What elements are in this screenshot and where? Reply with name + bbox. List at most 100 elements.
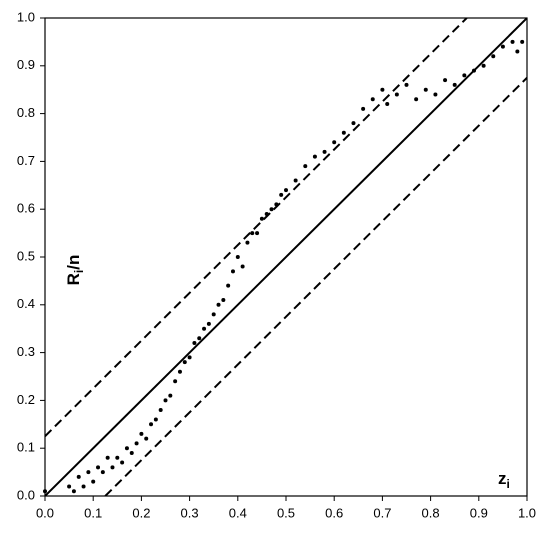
point [303, 164, 308, 169]
diagonal-line [45, 18, 527, 496]
y-axis-title-part: /n [64, 255, 83, 270]
point [520, 39, 525, 44]
x-tick-label: 0.8 [422, 505, 440, 520]
point [43, 489, 47, 494]
point [293, 178, 298, 183]
point [332, 140, 337, 145]
y-tick-label: 0.1 [17, 440, 35, 455]
point [197, 336, 202, 341]
x-axis-title-sub: i [507, 477, 510, 491]
bound-line [45, 18, 468, 437]
point [158, 407, 163, 412]
point [443, 78, 448, 83]
point [192, 341, 197, 346]
point [394, 92, 399, 97]
y-tick-label: 0.4 [17, 296, 35, 311]
point [235, 255, 240, 259]
y-tick-label: 0.8 [17, 105, 35, 120]
y-tick-label: 0.6 [17, 201, 35, 216]
point [250, 231, 255, 236]
point [226, 283, 231, 288]
point [230, 269, 235, 274]
bound-line [104, 77, 527, 496]
x-axis-title-part: z [498, 469, 507, 488]
point [163, 398, 168, 403]
x-tick-label: 0.0 [36, 505, 54, 520]
point [202, 326, 207, 331]
point [515, 49, 520, 54]
y-tick-label: 0.9 [17, 57, 35, 72]
point [187, 355, 192, 360]
point [370, 97, 375, 102]
point [120, 460, 125, 465]
point [423, 87, 428, 92]
point [491, 54, 496, 59]
point [173, 379, 178, 384]
point [182, 360, 187, 365]
point [110, 465, 115, 470]
point [274, 202, 279, 207]
point [168, 393, 173, 398]
x-tick-label: 0.4 [229, 505, 247, 520]
point [264, 211, 269, 216]
point [144, 436, 149, 441]
y-tick-label: 0.7 [17, 153, 35, 168]
point [96, 465, 101, 470]
point [284, 188, 288, 193]
point [81, 484, 86, 489]
point [269, 207, 274, 212]
point [500, 44, 505, 49]
point [279, 192, 284, 197]
point [115, 455, 120, 460]
point [71, 489, 76, 494]
y-axis-title-part: R [64, 273, 83, 285]
point [255, 231, 260, 236]
point [322, 149, 327, 154]
point [240, 264, 245, 269]
x-tick-label: 0.9 [470, 505, 488, 520]
point [221, 298, 226, 303]
point [86, 470, 91, 475]
point [206, 321, 211, 326]
point [341, 130, 346, 135]
point [149, 422, 154, 427]
y-tick-label: 0.3 [17, 344, 35, 359]
point [100, 470, 105, 475]
point [153, 417, 158, 422]
point [510, 39, 515, 44]
point [67, 484, 72, 489]
x-tick-label: 0.7 [373, 505, 391, 520]
point [481, 63, 486, 68]
point [433, 92, 438, 97]
x-tick-label: 0.6 [325, 505, 343, 520]
point [216, 302, 221, 307]
x-tick-label: 0.3 [181, 505, 199, 520]
point [177, 369, 182, 374]
point [76, 474, 81, 479]
point [139, 431, 144, 436]
point [471, 68, 476, 73]
point [380, 87, 385, 92]
x-axis-title: zi [498, 469, 510, 491]
point [361, 106, 366, 111]
point [404, 82, 409, 87]
point [245, 240, 250, 245]
point [312, 154, 317, 159]
y-axis-title-sub: i [72, 270, 86, 273]
point [259, 216, 264, 221]
y-tick-label: 0.5 [17, 248, 35, 263]
y-axis-title: Ri/n [64, 255, 86, 286]
point [414, 97, 419, 102]
y-tick-label: 1.0 [17, 9, 35, 24]
point [124, 446, 129, 451]
x-tick-label: 0.1 [84, 505, 102, 520]
point [385, 102, 390, 107]
point [134, 441, 139, 446]
y-tick-label: 0.2 [17, 392, 35, 407]
x-tick-label: 1.0 [518, 505, 536, 520]
point [211, 312, 216, 317]
point [105, 455, 110, 460]
x-tick-label: 0.2 [132, 505, 150, 520]
